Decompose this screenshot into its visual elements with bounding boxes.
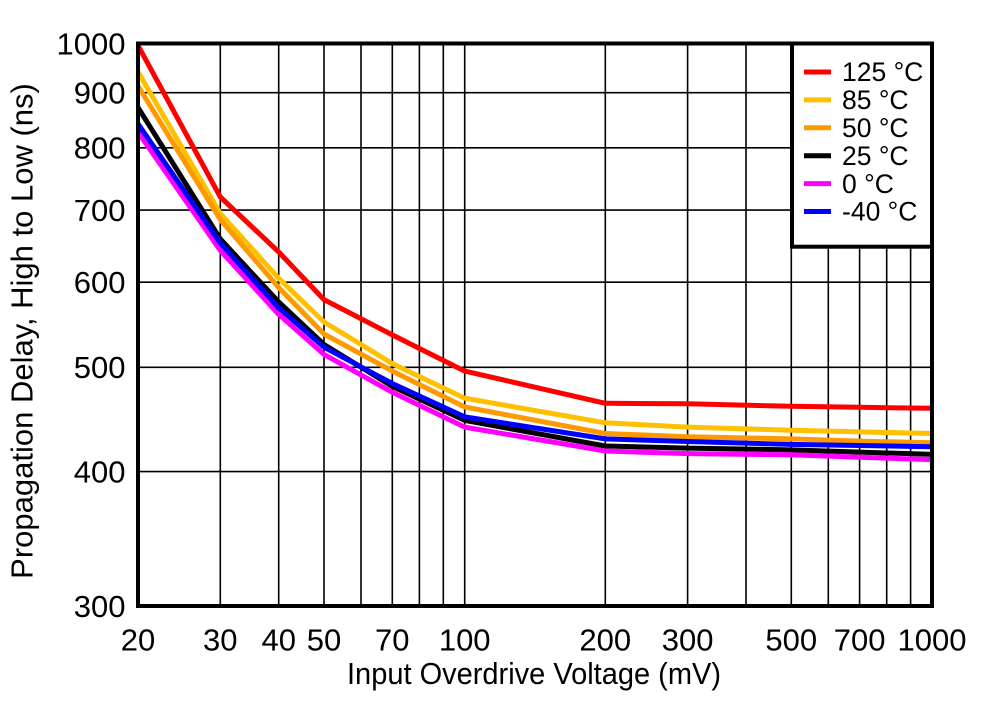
svg-text:Input Overdrive Voltage (mV): Input Overdrive Voltage (mV) [347,656,721,691]
svg-text:300: 300 [74,589,126,624]
svg-text:500: 500 [765,623,817,658]
svg-text:600: 600 [74,265,126,300]
svg-text:800: 800 [74,131,126,166]
svg-text:700: 700 [74,193,126,228]
svg-text:1000: 1000 [57,26,126,61]
svg-text:Propagation Delay, High to Low: Propagation Delay, High to Low (ns) [5,83,40,579]
svg-text:-40 °C: -40 °C [842,197,917,227]
svg-text:20: 20 [121,623,155,658]
svg-text:125 °C: 125 °C [842,57,923,87]
svg-text:50 °C: 50 °C [842,113,909,143]
svg-text:700: 700 [834,623,886,658]
svg-text:0 °C: 0 °C [842,169,894,199]
svg-text:500: 500 [74,350,126,385]
svg-text:1000: 1000 [898,623,967,658]
svg-text:300: 300 [662,623,714,658]
svg-text:85 °C: 85 °C [842,85,909,115]
svg-text:25 °C: 25 °C [842,141,909,171]
svg-text:50: 50 [307,623,341,658]
svg-text:40: 40 [261,623,295,658]
svg-text:200: 200 [579,623,631,658]
svg-text:30: 30 [203,623,237,658]
svg-text:100: 100 [439,623,491,658]
svg-text:70: 70 [375,623,409,658]
svg-text:900: 900 [74,76,126,111]
svg-text:400: 400 [74,454,126,489]
